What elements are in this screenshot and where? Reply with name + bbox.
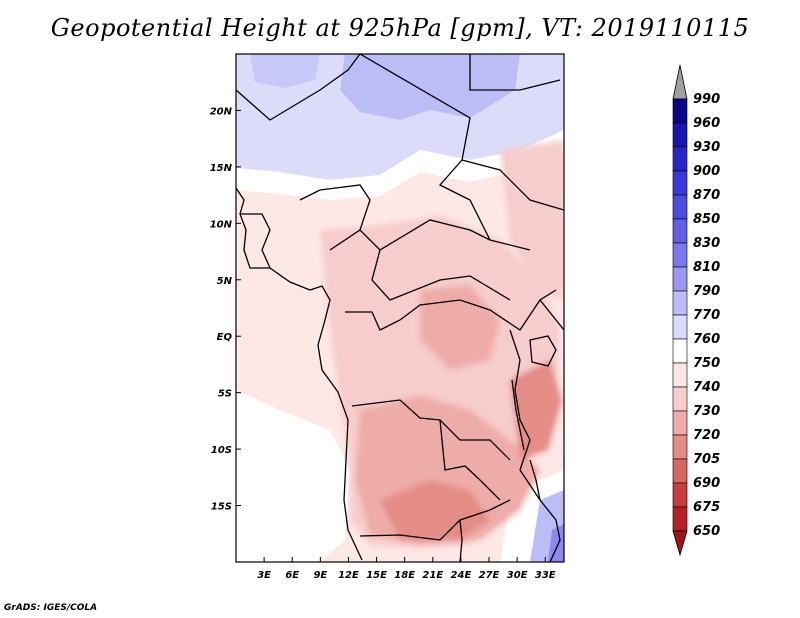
border-car <box>379 219 531 251</box>
lat-tick-label: 10N <box>210 219 233 230</box>
colorbar-swatch <box>672 218 688 244</box>
colorbar-label: 705 <box>693 452 720 467</box>
border-sahel-north <box>236 54 361 121</box>
colorbar-swatch <box>672 386 688 412</box>
border-sahara-east <box>469 54 561 91</box>
border-south-africa <box>459 519 463 562</box>
border-zambia <box>439 419 501 501</box>
lon-tick-label: 9E <box>313 570 327 581</box>
colorbar-label: 750 <box>693 356 720 371</box>
map-title: Geopotential Height at 925hPa [gpm], VT:… <box>50 14 750 42</box>
colorbar-label: 960 <box>693 116 720 131</box>
north-blue-zone <box>340 54 520 120</box>
border-nigeria <box>299 184 371 231</box>
colorbar-top-arrow <box>672 64 688 100</box>
white-zone-southwest <box>236 390 350 562</box>
colorbar-swatch <box>672 146 688 172</box>
lat-tick-label: 20N <box>210 106 233 117</box>
colorbar-swatch <box>672 266 688 292</box>
colorbar-label: 790 <box>693 284 720 299</box>
border-mozambique <box>519 469 561 562</box>
colorbar-bottom-arrow <box>672 530 688 557</box>
lon-tick-label: 33E <box>535 570 556 581</box>
colorbar-label: 990 <box>693 92 720 107</box>
colorbar-swatch <box>672 338 688 364</box>
red-zone-core <box>380 480 490 540</box>
lon-tick-label: 21E <box>422 570 443 581</box>
grads-credit: GrADS: IGES/COLA <box>4 603 98 613</box>
colorbar-swatch <box>672 458 688 484</box>
colorbar-swatch <box>672 410 688 436</box>
longitude-axis: 3E 6E 9E 12E 15E 18E 21E 24E 27E 30E 33E <box>257 557 556 581</box>
colorbar-swatch <box>672 506 688 532</box>
plot-frame <box>235 53 565 563</box>
colorbar-label: 770 <box>693 308 720 323</box>
lat-tick-label: 15S <box>211 502 232 513</box>
lon-tick-label: 3E <box>257 570 271 581</box>
colorbar-label: 870 <box>693 188 720 203</box>
colorbar-swatch <box>672 98 688 124</box>
lon-tick-label: 30E <box>507 570 528 581</box>
colorbar-label: 730 <box>693 404 720 419</box>
colorbar: 990 960 930 900 870 850 830 810 790 770 760 750 740 7… <box>672 64 720 557</box>
border-west-coast-states <box>240 213 271 269</box>
latitude-axis: 20N 15N 10N 5N EQ 5S 10S 15S <box>210 106 241 513</box>
colorbar-swatch <box>672 194 688 220</box>
lat-tick-label: EQ <box>217 332 233 343</box>
colorbar-label: 830 <box>693 236 720 251</box>
pink-zone-east <box>500 140 564 300</box>
colorbar-swatch <box>672 314 688 340</box>
colorbar-label: 850 <box>693 212 720 227</box>
height-field <box>236 54 564 562</box>
blue-zone-southeast-deep <box>548 524 564 562</box>
border-niger-chad <box>359 54 491 241</box>
red-zone-east <box>510 360 562 460</box>
lat-tick-label: 5N <box>217 276 233 287</box>
colorbar-label: 760 <box>693 332 720 347</box>
border-sudan <box>461 159 564 211</box>
lon-tick-label: 6E <box>285 570 299 581</box>
lon-tick-label: 12E <box>338 570 359 581</box>
colorbar-swatch <box>672 362 688 388</box>
lon-tick-label: 27E <box>479 570 500 581</box>
colorbar-swatch <box>672 170 688 196</box>
colorbar-label: 900 <box>693 164 720 179</box>
lake-tanganyika <box>511 379 525 451</box>
colorbar-label: 675 <box>693 500 720 515</box>
lon-tick-label: 24E <box>451 570 472 581</box>
colorbar-label: 690 <box>693 476 720 491</box>
lake-victoria <box>529 335 557 367</box>
colorbar-label: 810 <box>693 260 720 275</box>
colorbar-label: 740 <box>693 380 720 395</box>
border-kenya <box>539 299 564 331</box>
border-east-lakes <box>509 329 531 471</box>
colorbar-swatch <box>672 290 688 316</box>
lon-tick-label: 15E <box>366 570 387 581</box>
lake-malawi <box>529 459 541 501</box>
colorbar-swatch <box>672 122 688 148</box>
lat-tick-label: 5S <box>218 389 232 400</box>
lat-tick-label: 10S <box>211 445 232 456</box>
lat-tick-label: 15N <box>210 163 233 174</box>
northwest-blue-zone <box>250 54 320 88</box>
border-congo-basin <box>345 289 557 331</box>
colorbar-label: 650 <box>693 524 720 539</box>
lon-tick-label: 18E <box>394 570 415 581</box>
colorbar-swatch <box>672 242 688 268</box>
border-cameroon-chad <box>329 229 511 301</box>
border-south <box>359 499 511 541</box>
colorbar-swatch <box>672 482 688 508</box>
white-band-north <box>236 130 564 200</box>
colorbar-label: 720 <box>693 428 720 443</box>
coastline-west-africa <box>236 187 363 561</box>
boundaries <box>236 54 564 562</box>
colorbar-swatch <box>672 434 688 460</box>
colorbar-label: 930 <box>693 140 720 155</box>
